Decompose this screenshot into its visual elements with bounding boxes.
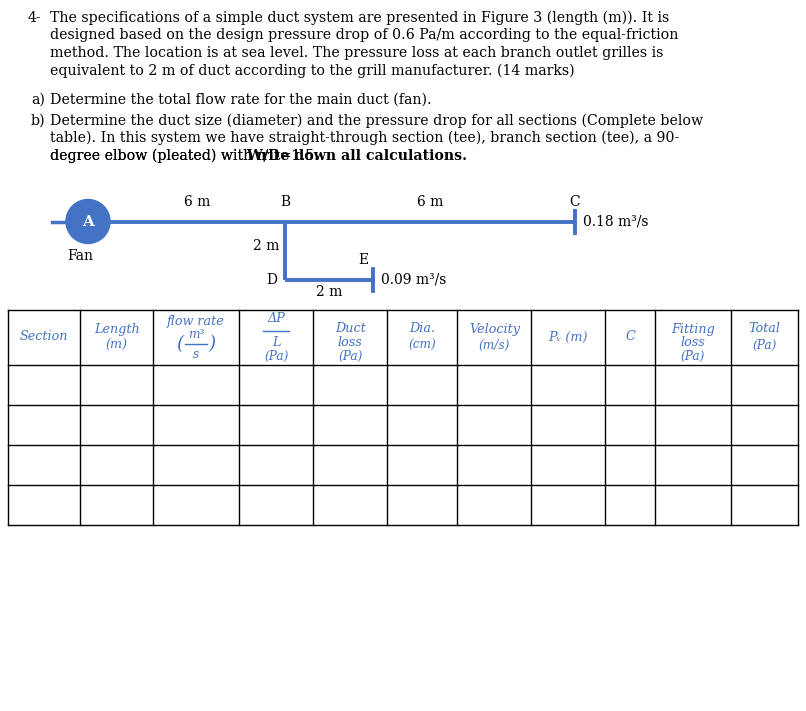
- Text: b): b): [31, 114, 46, 127]
- Text: L: L: [272, 336, 280, 348]
- Text: degree elbow (pleated) with r/D=1.5.: degree elbow (pleated) with r/D=1.5.: [50, 149, 323, 163]
- Text: 0.18 m³/s: 0.18 m³/s: [583, 215, 649, 228]
- Text: C: C: [570, 195, 580, 208]
- Text: (Pa): (Pa): [264, 350, 289, 363]
- Text: method. The location is at sea level. The pressure loss at each branch outlet gr: method. The location is at sea level. Th…: [50, 46, 663, 60]
- Text: degree elbow (pleated) with r/D=1.5.: degree elbow (pleated) with r/D=1.5.: [50, 149, 323, 163]
- Text: 2 m: 2 m: [252, 240, 279, 254]
- Text: m³: m³: [188, 328, 204, 341]
- Text: B: B: [280, 195, 290, 208]
- Text: Dia.: Dia.: [409, 323, 435, 336]
- Text: A: A: [82, 215, 94, 228]
- Text: (Pa): (Pa): [339, 350, 363, 363]
- Text: ΔP: ΔP: [268, 313, 285, 326]
- Text: 6 m: 6 m: [185, 195, 210, 208]
- Text: a): a): [31, 93, 45, 107]
- Text: designed based on the design pressure drop of 0.6 Pa/m according to the equal-fr: designed based on the design pressure dr…: [50, 28, 679, 43]
- Text: (: (: [177, 335, 184, 353]
- Text: Velocity: Velocity: [469, 323, 520, 336]
- Text: D: D: [266, 272, 277, 287]
- Text: (cm): (cm): [409, 338, 436, 351]
- Text: loss: loss: [680, 336, 705, 348]
- Text: s: s: [193, 348, 199, 361]
- Text: (m): (m): [106, 338, 127, 351]
- Text: Fan: Fan: [67, 249, 93, 262]
- Text: C: C: [625, 331, 635, 343]
- Text: Fitting: Fitting: [671, 323, 715, 336]
- Text: 2 m: 2 m: [316, 284, 343, 299]
- Text: Write down all calculations.: Write down all calculations.: [246, 149, 467, 163]
- Text: equivalent to 2 m of duct according to the grill manufacturer. (14 marks): equivalent to 2 m of duct according to t…: [50, 63, 575, 78]
- Text: table). In this system we have straight-through section (tee), branch section (t: table). In this system we have straight-…: [50, 131, 679, 145]
- Text: Length: Length: [93, 323, 139, 336]
- Text: loss: loss: [338, 336, 363, 348]
- Text: Determine the total flow rate for the main duct (fan).: Determine the total flow rate for the ma…: [50, 93, 432, 107]
- Text: E: E: [358, 252, 368, 267]
- Text: 0.09 m³/s: 0.09 m³/s: [381, 272, 447, 287]
- Text: (Pa): (Pa): [680, 350, 705, 363]
- Text: ): ): [209, 335, 215, 353]
- Text: (Pa): (Pa): [752, 338, 776, 351]
- Text: Duct: Duct: [335, 323, 366, 336]
- Text: Determine the duct size (diameter) and the pressure drop for all sections (Compl: Determine the duct size (diameter) and t…: [50, 114, 703, 128]
- Circle shape: [66, 200, 110, 243]
- Text: Pᵥ (m): Pᵥ (m): [549, 331, 588, 343]
- Text: Total: Total: [748, 323, 780, 336]
- Text: The specifications of a simple duct system are presented in Figure 3 (length (m): The specifications of a simple duct syst…: [50, 11, 669, 26]
- Text: 4-: 4-: [28, 11, 42, 25]
- Text: flow rate: flow rate: [167, 314, 225, 328]
- Text: Section: Section: [20, 331, 69, 343]
- Text: (m/s): (m/s): [479, 338, 510, 351]
- Text: 6 m: 6 m: [417, 195, 443, 208]
